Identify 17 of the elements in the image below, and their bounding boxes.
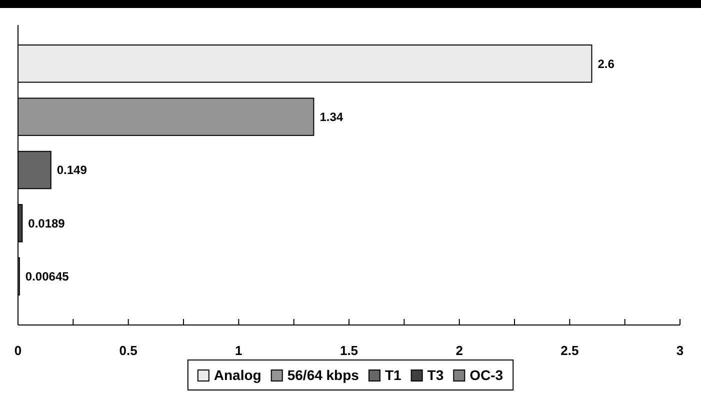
x-tick-label: 2	[456, 342, 463, 358]
legend-label: Analog	[214, 367, 262, 383]
x-tick-label: 0	[14, 342, 22, 358]
x-tick-label: 0.5	[119, 342, 138, 358]
x-tick-label: 1.5	[340, 342, 358, 358]
data-label: 0.0189	[28, 216, 66, 230]
legend-label: T3	[427, 367, 444, 383]
data-label: 1.34	[320, 110, 344, 124]
x-tick-label: 3	[676, 342, 684, 358]
x-tick-label: 1	[235, 342, 242, 358]
legend-label: T1	[384, 367, 402, 383]
legend-label: 56/64 kbps	[287, 367, 360, 383]
x-tick-label: 2.5	[560, 342, 579, 358]
data-label: 2.6	[598, 56, 615, 71]
data-label: 0.149	[56, 163, 88, 178]
legend-label: OC-3	[470, 367, 504, 383]
data-label: 0.00645	[25, 270, 70, 284]
